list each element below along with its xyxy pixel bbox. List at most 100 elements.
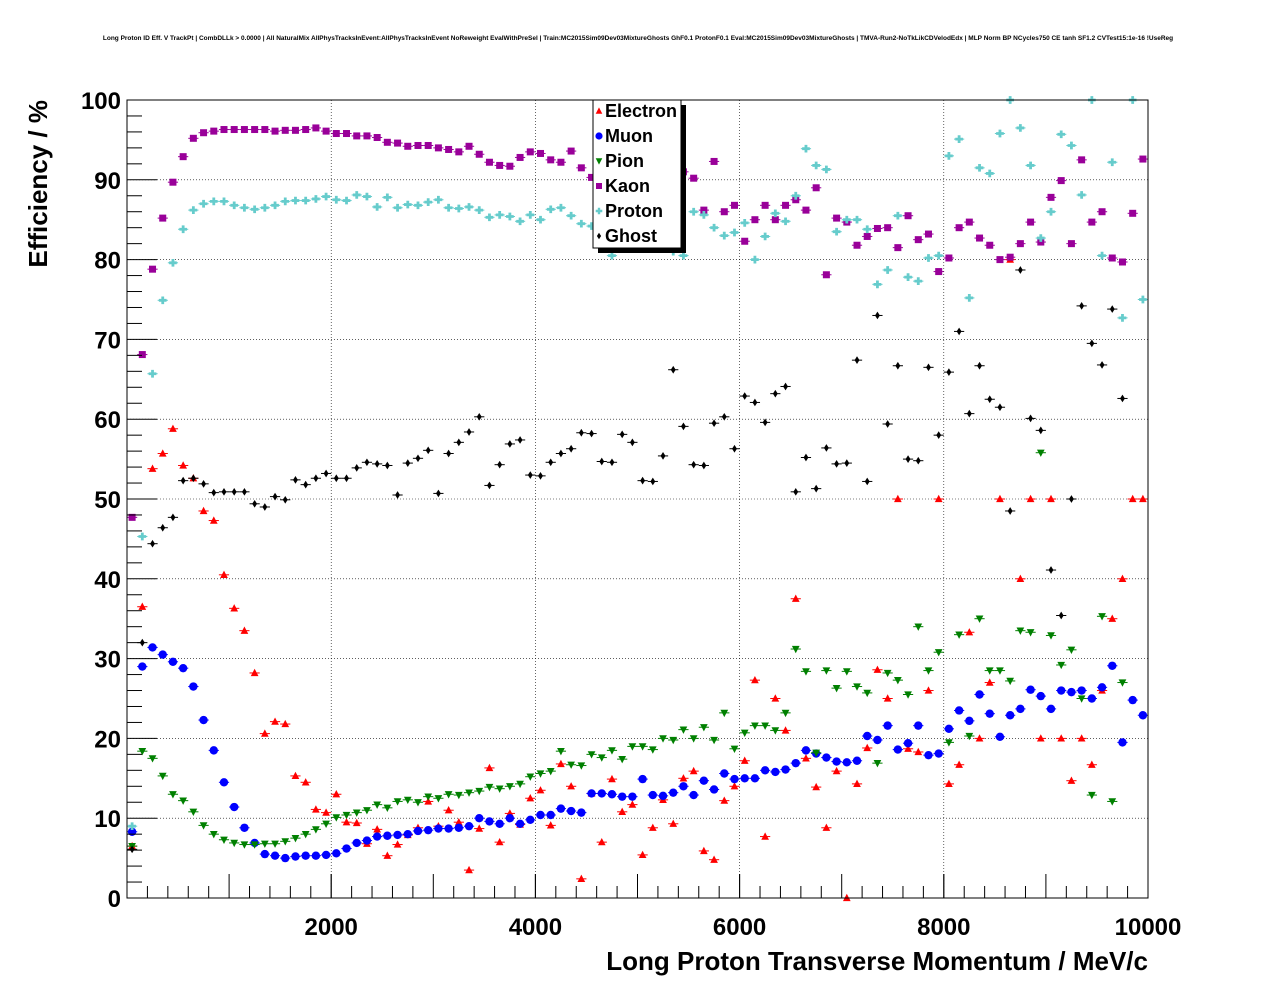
data-point xyxy=(301,831,310,839)
data-point xyxy=(1057,661,1066,670)
data-point xyxy=(812,184,820,192)
data-point xyxy=(599,457,605,466)
data-point xyxy=(690,174,698,182)
data-point xyxy=(526,815,535,824)
data-point xyxy=(353,132,361,140)
data-point xyxy=(740,219,749,227)
data-point xyxy=(985,678,994,686)
data-point xyxy=(781,765,790,774)
data-point xyxy=(955,135,963,143)
y-tick-label: 80 xyxy=(94,248,121,275)
data-point xyxy=(547,156,555,164)
data-point xyxy=(965,716,974,726)
data-point xyxy=(751,675,759,684)
data-point xyxy=(699,776,709,785)
data-point xyxy=(374,460,380,468)
data-point xyxy=(495,785,504,793)
data-point xyxy=(803,453,809,462)
data-point xyxy=(863,743,872,752)
data-point xyxy=(200,129,208,137)
data-point xyxy=(1089,339,1095,348)
data-point xyxy=(730,774,739,784)
data-point xyxy=(1047,207,1055,216)
data-point xyxy=(781,726,790,734)
data-point xyxy=(822,823,831,831)
data-point xyxy=(567,782,575,790)
y-axis-title: Efficiency / % xyxy=(23,100,53,268)
data-point xyxy=(291,126,299,134)
data-point xyxy=(393,798,402,806)
data-point xyxy=(700,846,708,855)
data-point xyxy=(873,735,882,745)
data-point xyxy=(128,513,136,521)
data-point xyxy=(1068,495,1074,503)
data-point xyxy=(383,138,391,146)
data-point xyxy=(1098,208,1106,216)
data-point xyxy=(740,774,749,783)
data-point xyxy=(660,452,666,460)
data-point xyxy=(1108,614,1117,622)
data-point xyxy=(515,819,525,828)
data-point xyxy=(148,464,157,472)
data-point xyxy=(1026,161,1035,170)
data-point xyxy=(1077,191,1086,199)
data-point xyxy=(791,645,800,654)
data-point xyxy=(281,197,290,206)
data-point xyxy=(199,506,208,515)
data-point xyxy=(332,790,341,798)
data-point xyxy=(751,722,759,730)
data-point xyxy=(567,761,575,769)
data-point xyxy=(260,849,270,859)
data-point xyxy=(557,203,565,212)
data-point xyxy=(956,327,962,336)
data-point xyxy=(128,822,136,831)
data-point xyxy=(791,758,800,768)
data-point xyxy=(792,196,800,204)
data-point xyxy=(138,748,147,756)
data-point xyxy=(975,163,984,172)
legend-entry: Electron xyxy=(605,101,677,121)
data-point xyxy=(883,266,892,274)
data-point xyxy=(240,841,249,849)
data-point xyxy=(842,893,851,902)
data-point xyxy=(464,821,474,831)
data-point xyxy=(873,280,882,289)
data-point xyxy=(240,626,249,634)
data-point xyxy=(577,164,585,172)
data-point xyxy=(465,142,473,150)
data-point xyxy=(536,786,545,794)
data-point xyxy=(965,628,974,636)
data-point xyxy=(640,476,646,485)
data-point xyxy=(946,368,952,376)
data-point xyxy=(1079,302,1085,310)
data-point xyxy=(352,191,361,199)
data-point xyxy=(414,141,422,149)
data-point xyxy=(1108,254,1116,262)
data-point xyxy=(1028,414,1034,423)
data-point xyxy=(394,139,402,147)
data-point xyxy=(538,472,543,480)
data-point xyxy=(270,851,280,860)
data-point xyxy=(383,193,392,202)
data-point xyxy=(333,474,339,483)
data-point xyxy=(1036,734,1045,742)
data-point xyxy=(874,311,880,320)
data-point xyxy=(1027,218,1035,226)
data-point xyxy=(556,804,566,813)
data-point xyxy=(833,214,841,222)
legend-entry: Kaon xyxy=(605,176,650,196)
data-point xyxy=(883,721,892,730)
data-point xyxy=(589,429,595,438)
data-point xyxy=(710,223,718,232)
data-point xyxy=(832,757,841,766)
data-point xyxy=(230,802,239,812)
data-point xyxy=(240,203,249,212)
data-point xyxy=(1128,695,1137,705)
data-point xyxy=(210,127,218,135)
data-point xyxy=(526,773,535,781)
x-tick-label: 4000 xyxy=(509,914,562,941)
y-tick-label: 20 xyxy=(94,726,121,753)
data-point xyxy=(844,459,850,467)
data-point xyxy=(454,817,463,826)
data-point xyxy=(885,420,891,428)
